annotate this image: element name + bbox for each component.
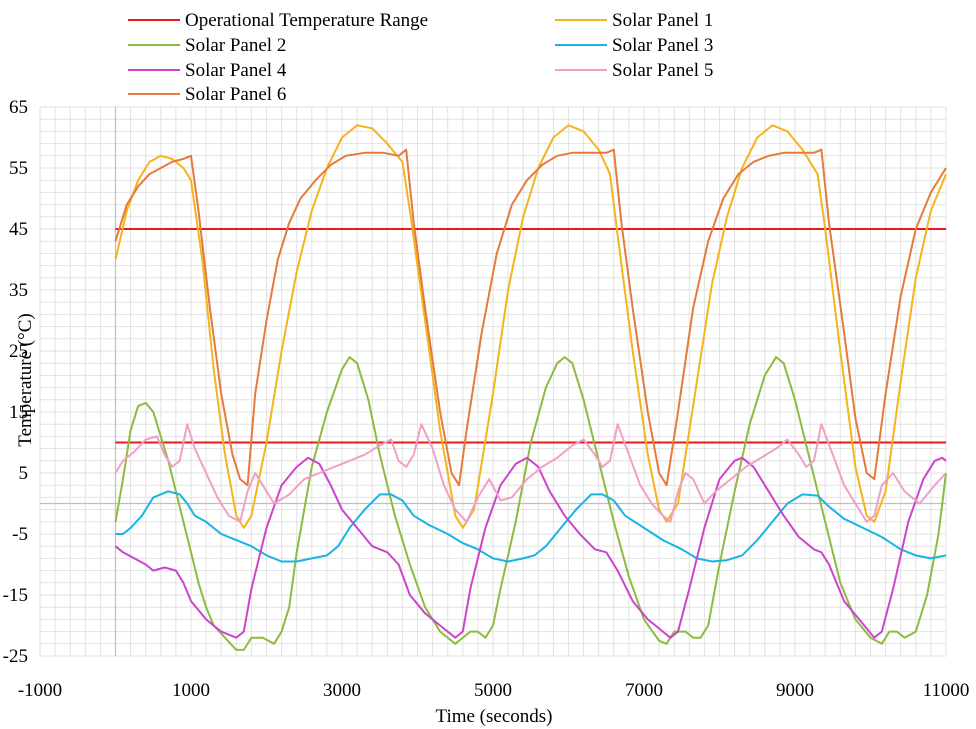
legend-item: Operational Temperature Range	[128, 10, 428, 31]
legend-label: Solar Panel 1	[612, 10, 713, 31]
y-tick-label: 35	[9, 280, 28, 301]
legend-label: Solar Panel 5	[612, 60, 713, 81]
x-tick-label: 5000	[474, 680, 512, 701]
y-tick-label: -25	[3, 646, 28, 667]
y-tick-label: 55	[9, 158, 28, 179]
y-tick-label: -15	[3, 585, 28, 606]
x-tick-label: 11000	[923, 680, 970, 701]
series-line-solar-panel-6	[114, 148, 947, 487]
series-line-solar-panel-3	[115, 490, 947, 563]
x-axis-title: Time (seconds)	[436, 706, 553, 727]
legend-item: Solar Panel 6	[128, 84, 286, 105]
x-tick-label: -1000	[18, 680, 62, 701]
legend-item: Solar Panel 3	[555, 35, 713, 56]
legend-label: Solar Panel 2	[185, 35, 286, 56]
y-axis-title: Temperature (°C)	[15, 313, 36, 446]
series-line-solar-panel-5	[114, 423, 947, 523]
legend-label: Solar Panel 3	[612, 35, 713, 56]
x-tick-label: 1000	[172, 680, 210, 701]
series-lines	[114, 124, 947, 651]
legend-item: Solar Panel 1	[555, 10, 713, 31]
y-tick-label: -5	[12, 524, 28, 545]
legend-item: Solar Panel 5	[555, 60, 713, 81]
y-tick-label: 25	[9, 341, 28, 362]
x-tick-label: 9000	[776, 680, 814, 701]
series-line-solar-panel-1	[114, 124, 947, 529]
legend-label: Operational Temperature Range	[185, 10, 428, 31]
x-tick-label: 7000	[625, 680, 663, 701]
x-tick-label: 3000	[323, 680, 361, 701]
y-tick-label: 15	[9, 402, 28, 423]
grid	[39, 106, 947, 657]
legend: Operational Temperature Range Solar Panel…	[128, 10, 713, 105]
legend-label: Solar Panel 4	[185, 60, 287, 81]
legend-item: Solar Panel 2	[128, 35, 286, 56]
y-tick-label: 5	[19, 463, 29, 484]
legend-label: Solar Panel 6	[185, 84, 286, 105]
axes: 65 55 45 35 25 15 5 -5 -15 -25 -1000 1000 3000 5000 70…	[3, 97, 970, 701]
legend-item: Solar Panel 4	[128, 60, 287, 81]
y-tick-label: 65	[9, 97, 28, 118]
y-tick-label: 45	[9, 219, 28, 240]
series-line-solar-panel-4	[114, 456, 947, 639]
